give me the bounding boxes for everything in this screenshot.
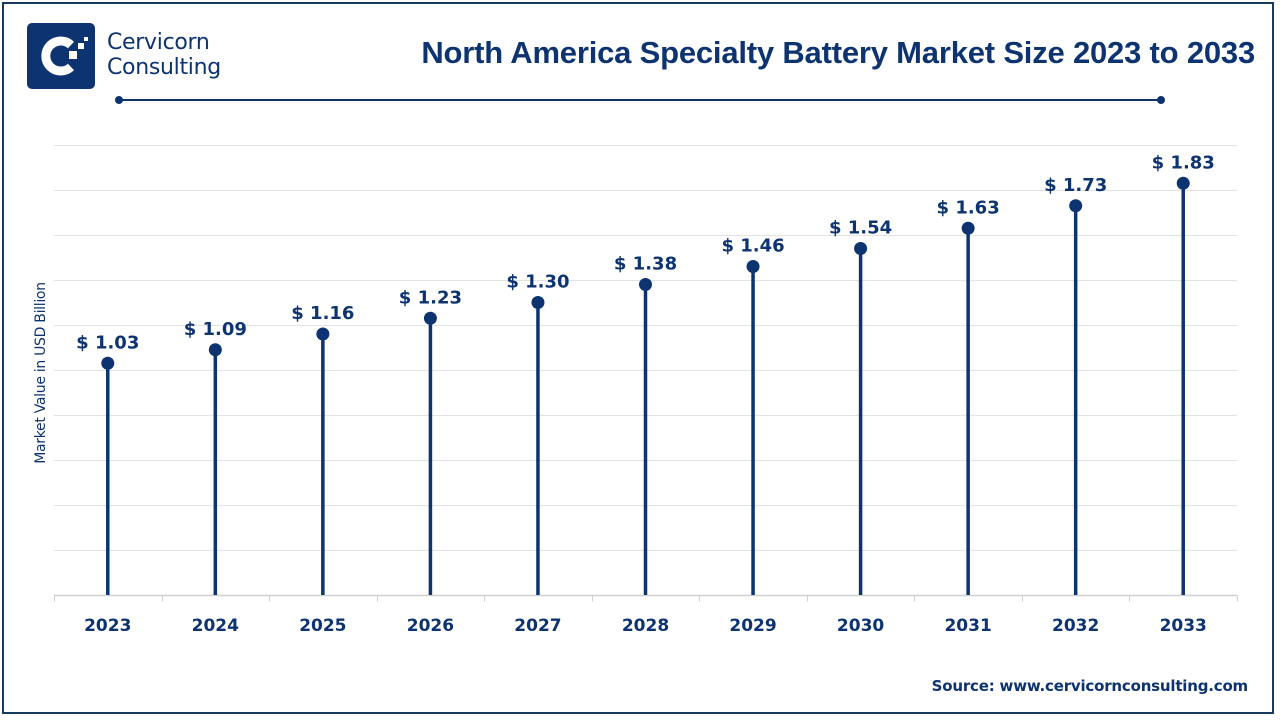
x-tick-label: 2029 <box>729 616 776 636</box>
cervicorn-logo-icon <box>27 23 95 89</box>
data-point <box>316 327 330 341</box>
x-axis: 2023 2024 2025 2026 2027 2028 2029 2030 2031 2032… <box>54 594 1238 636</box>
data-label: $ 1.63 <box>937 197 1000 218</box>
data-point <box>101 356 115 370</box>
data-point <box>531 296 545 309</box>
data-label: $ 1.23 <box>399 287 462 308</box>
x-tick-label: 2033 <box>1160 616 1207 636</box>
data-label: $ 1.54 <box>829 218 892 239</box>
data-point <box>854 242 868 255</box>
x-tick-label: 2028 <box>622 616 669 636</box>
divider-dot-left <box>115 96 123 104</box>
x-tick-label: 2026 <box>407 616 454 636</box>
chart-title: North America Specialty Battery Market S… <box>421 35 1255 70</box>
data-point <box>208 343 222 357</box>
source-note: Source: www.cervicornconsulting.com <box>931 677 1249 695</box>
data-label: $ 1.38 <box>614 254 677 275</box>
title-divider <box>119 99 1161 101</box>
data-label: $ 1.30 <box>506 272 569 293</box>
divider-dot-right <box>1157 96 1165 104</box>
data-label: $ 1.83 <box>1152 152 1215 173</box>
x-tick-label: 2024 <box>192 616 239 636</box>
x-tick-label: 2023 <box>84 616 131 636</box>
data-label: $ 1.03 <box>76 332 139 353</box>
data-label: $ 1.16 <box>291 303 354 324</box>
data-point <box>1069 199 1083 213</box>
brand-name: Cervicorn Consulting <box>107 30 221 80</box>
x-tick-label: 2032 <box>1052 616 1099 636</box>
data-point <box>961 221 975 235</box>
brand-line-1: Cervicorn <box>107 30 210 55</box>
data-marks: $ 1.03 $ 1.09 $ 1.16 $ 1.23 $ 1.30 $ 1.38 $ 1.… <box>76 152 1215 595</box>
data-point <box>423 311 437 325</box>
data-label: $ 1.46 <box>721 236 784 257</box>
x-tick-label: 2030 <box>837 616 884 636</box>
x-tick-label: 2031 <box>944 616 991 636</box>
x-tick-label: 2025 <box>299 616 346 636</box>
data-point <box>1176 176 1190 190</box>
data-label: $ 1.09 <box>184 319 247 340</box>
x-tick-label: 2027 <box>514 616 561 636</box>
data-point <box>746 260 760 273</box>
data-label: $ 1.73 <box>1044 175 1107 196</box>
brand-line-2: Consulting <box>107 55 221 80</box>
data-point <box>639 278 652 291</box>
